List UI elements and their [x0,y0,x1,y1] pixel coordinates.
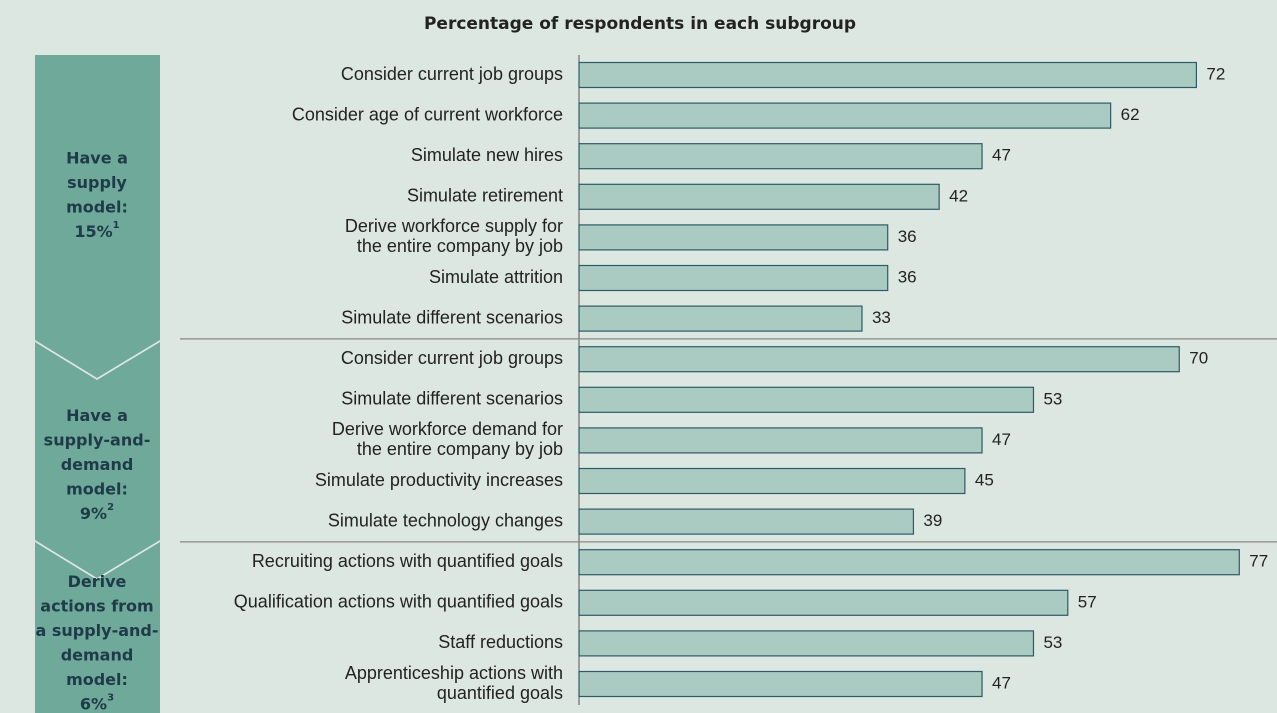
group-label: model: [66,197,128,216]
group-label-text: model: [66,197,128,216]
value-label: 39 [923,511,942,530]
value-label: 47 [992,430,1011,449]
group-banner [35,542,160,713]
category-label: Simulate new hires [411,145,563,165]
group-label-text: 9% [80,504,107,523]
group-label-text: demand [61,645,134,664]
group-label: 9%2 [80,502,114,523]
bar [578,589,1069,616]
bar [578,467,966,495]
bar [578,670,983,698]
category-label: quantified goals [437,683,563,703]
category-label: Simulate productivity increases [315,470,563,490]
bar [578,549,1240,576]
category-label: the entire company by job [357,439,563,459]
group-label: supply [67,172,127,191]
category-label: Simulate retirement [407,186,563,206]
group-label: Have a [66,406,128,425]
value-label: 47 [992,673,1011,692]
bar [578,61,1198,89]
category-label: Derive workforce supply for [345,216,563,236]
chart-title: Percentage of respondents in each subgro… [424,14,856,34]
group-label-text: Derive [68,571,127,590]
category-label: Consider current job groups [341,348,563,368]
category-label: Staff reductions [438,632,563,652]
group-label-text: model: [66,669,128,688]
category-label: the entire company by job [357,236,563,256]
value-label: 36 [898,227,917,246]
bar [578,305,863,332]
group-label-text: 15% [74,221,112,240]
group-label-text: model: [66,479,128,498]
value-label: 53 [1043,633,1062,652]
group-label-text: 6% [80,694,107,713]
group-label-text: supply [67,172,127,191]
category-label: Apprenticeship actions with [345,663,563,683]
group-label: 15%1 [74,220,119,241]
bar [578,427,983,454]
footnote-mark: 1 [113,220,120,231]
group-label: model: [66,669,128,688]
category-label: Consider current job groups [341,64,563,84]
group-banner [35,55,160,378]
value-label: 45 [975,470,994,489]
footnote-mark: 3 [107,692,114,703]
value-label: 57 [1078,592,1097,611]
value-label: 36 [898,267,917,286]
group-banner [35,342,160,578]
bar [578,346,1180,373]
category-label: Simulate different scenarios [341,389,563,409]
category-label: Recruiting actions with quantified goals [252,551,563,571]
group-label: demand [61,455,134,474]
bar [578,143,983,170]
bar [578,183,940,210]
group-label-text: Have a [66,148,128,167]
group-label: demand [61,645,134,664]
bar [578,508,915,535]
group-label: Have a [66,148,128,167]
category-label: Simulate different scenarios [341,307,563,327]
category-label: Qualification actions with quantified go… [234,592,563,612]
category-label: Derive workforce demand for [332,419,563,439]
group-label: supply-and- [44,430,151,449]
value-label: 47 [992,146,1011,165]
bar [578,264,889,292]
bar [578,630,1035,657]
bar [578,102,1112,129]
value-label: 62 [1121,105,1140,124]
category-label: Simulate technology changes [328,510,563,530]
group-label: a supply-and- [35,620,158,639]
value-label: 72 [1206,64,1225,83]
group-label-text: a supply-and- [35,620,158,639]
group-label-text: supply-and- [44,430,151,449]
group-label: Derive [68,571,127,590]
bar [578,224,889,251]
footnote-mark: 2 [107,502,114,513]
category-label: Simulate attrition [429,267,563,287]
value-label: 70 [1189,349,1208,368]
group-label-text: actions from [40,596,153,615]
value-label: 53 [1043,389,1062,408]
group-label-text: Have a [66,406,128,425]
group-label-text: demand [61,455,134,474]
bar [578,386,1035,413]
group-label: 6%3 [80,692,114,713]
category-label: Consider age of current workforce [292,104,563,124]
value-label: 77 [1249,552,1268,571]
group-label: actions from [40,596,153,615]
value-label: 33 [872,308,891,327]
group-label: model: [66,479,128,498]
value-label: 42 [949,186,968,205]
